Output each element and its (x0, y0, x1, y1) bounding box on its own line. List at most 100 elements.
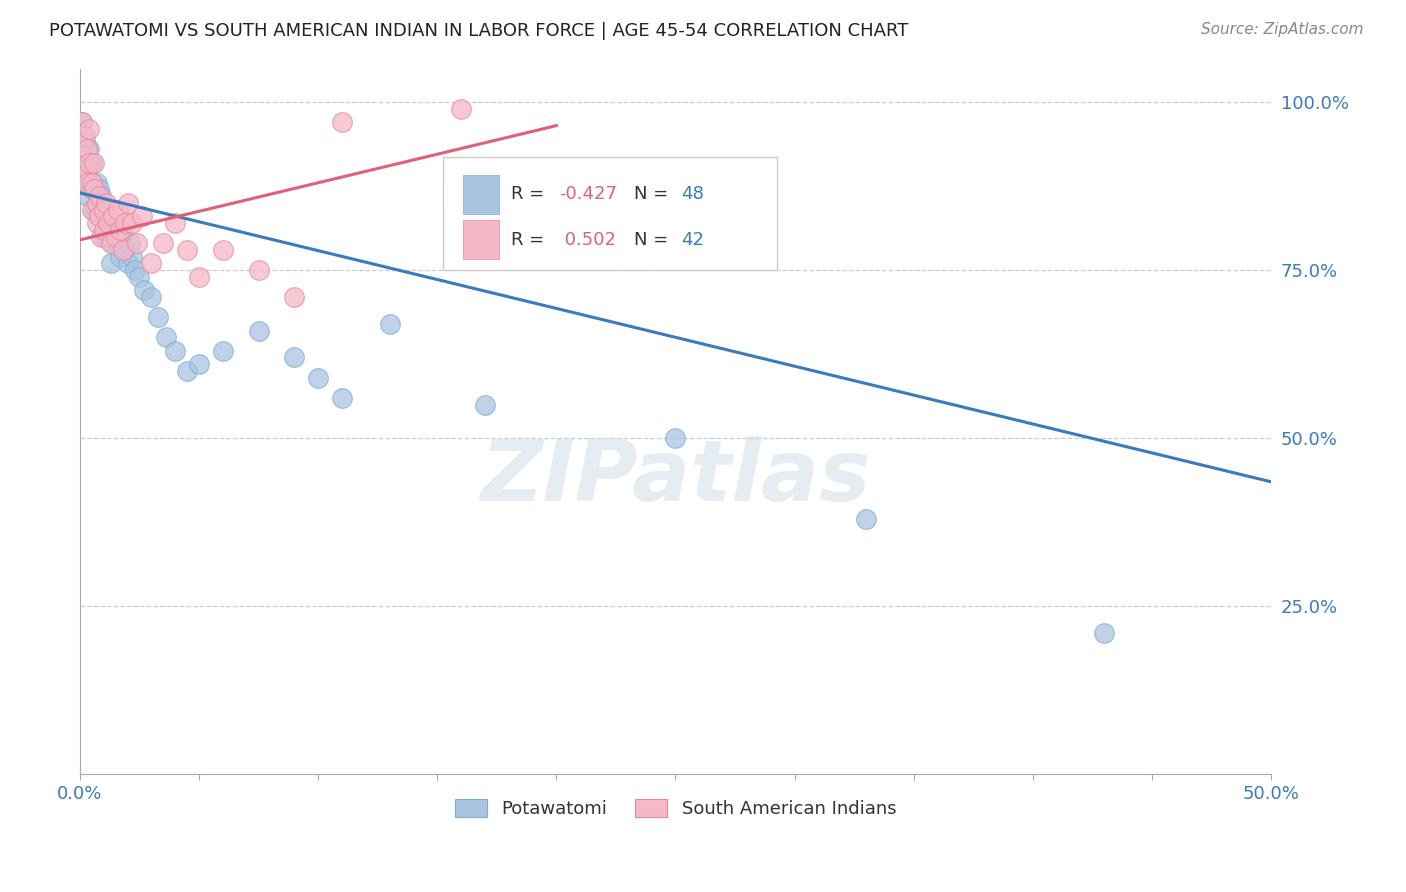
Point (107, 202, 129, 217)
Point (165, 216, 187, 230)
Point (93, 202, 115, 217)
Point (118, 236, 141, 251)
Point (155, 330, 177, 344)
Point (73, 128, 96, 143)
Point (87, 210, 110, 224)
Point (117, 256, 139, 270)
Point (86, 216, 108, 230)
Point (80, 155, 103, 169)
Point (176, 243, 198, 257)
Point (152, 236, 174, 251)
Point (80, 202, 103, 217)
Point (110, 223, 132, 237)
Point (70, 149, 93, 163)
Point (103, 236, 125, 251)
Point (131, 210, 153, 224)
Point (107, 236, 129, 251)
Point (87, 210, 110, 224)
Text: N =: N = (634, 231, 673, 249)
Point (80, 182, 103, 196)
Point (83, 155, 105, 169)
Point (73, 162, 96, 177)
Point (79, 176, 101, 190)
Point (93, 229, 115, 244)
Point (70, 115, 93, 129)
Text: R =: R = (512, 231, 550, 249)
Point (378, 317, 401, 331)
Point (93, 202, 115, 217)
Point (125, 236, 148, 251)
Point (141, 290, 163, 304)
Point (104, 229, 127, 244)
Point (110, 250, 132, 264)
Point (283, 290, 305, 304)
Text: R =: R = (512, 186, 550, 203)
Point (76, 189, 98, 203)
Point (90, 229, 112, 244)
Point (176, 364, 198, 378)
Point (148, 310, 170, 325)
Point (121, 250, 143, 264)
Point (86, 195, 108, 210)
Point (1092, 626, 1115, 640)
Point (188, 357, 211, 371)
Point (283, 351, 305, 365)
Point (83, 202, 105, 217)
Point (111, 243, 134, 257)
Point (86, 176, 108, 190)
Point (86, 202, 108, 217)
Point (104, 216, 127, 230)
Point (100, 236, 122, 251)
Point (117, 195, 139, 210)
Text: Source: ZipAtlas.com: Source: ZipAtlas.com (1201, 22, 1364, 37)
Point (70, 115, 93, 129)
Point (100, 256, 122, 270)
Point (94, 210, 117, 224)
Point (247, 263, 270, 277)
Point (211, 343, 233, 358)
Text: -0.427: -0.427 (558, 186, 617, 203)
Point (211, 243, 233, 257)
Point (330, 391, 353, 405)
Point (79, 155, 101, 169)
Point (103, 210, 125, 224)
Point (111, 229, 134, 244)
Point (100, 229, 122, 244)
Point (83, 182, 105, 196)
Point (90, 189, 112, 203)
Point (79, 122, 101, 136)
Point (128, 269, 150, 284)
Point (855, 512, 877, 526)
FancyBboxPatch shape (464, 175, 499, 213)
Text: 0.502: 0.502 (558, 231, 616, 249)
Point (188, 269, 211, 284)
FancyBboxPatch shape (464, 220, 499, 259)
FancyBboxPatch shape (443, 157, 776, 269)
Point (93, 223, 115, 237)
Point (141, 256, 163, 270)
Point (450, 102, 472, 116)
Legend: Potawatomi, South American Indians: Potawatomi, South American Indians (447, 791, 904, 825)
Point (76, 142, 98, 156)
Point (247, 324, 270, 338)
Point (87, 182, 110, 196)
Point (87, 189, 110, 203)
Point (80, 176, 103, 190)
Text: N =: N = (634, 186, 673, 203)
Point (76, 162, 98, 177)
Point (114, 216, 136, 230)
Text: POTAWATOMI VS SOUTH AMERICAN INDIAN IN LABOR FORCE | AGE 45-54 CORRELATION CHART: POTAWATOMI VS SOUTH AMERICAN INDIAN IN L… (49, 22, 908, 40)
Point (97, 216, 120, 230)
Point (76, 176, 98, 190)
Point (124, 263, 146, 277)
Point (97, 223, 120, 237)
Text: ZIPatlas: ZIPatlas (481, 436, 870, 519)
Point (474, 398, 496, 412)
Point (330, 115, 353, 129)
Point (134, 283, 156, 297)
Point (79, 142, 101, 156)
Point (165, 343, 187, 358)
Point (121, 216, 143, 230)
Point (73, 136, 96, 150)
Text: 48: 48 (682, 186, 704, 203)
